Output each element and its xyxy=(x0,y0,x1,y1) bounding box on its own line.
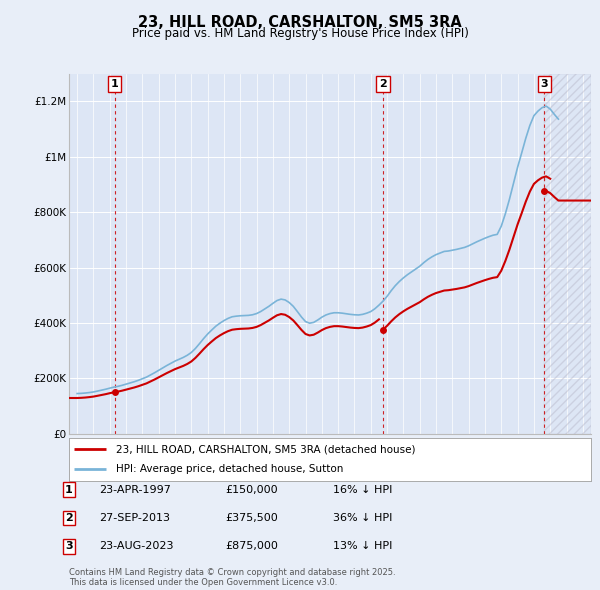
Text: £375,500: £375,500 xyxy=(225,513,278,523)
Text: Price paid vs. HM Land Registry's House Price Index (HPI): Price paid vs. HM Land Registry's House … xyxy=(131,27,469,40)
Text: 23, HILL ROAD, CARSHALTON, SM5 3RA: 23, HILL ROAD, CARSHALTON, SM5 3RA xyxy=(138,15,462,30)
Text: 23-AUG-2023: 23-AUG-2023 xyxy=(99,542,173,551)
Text: 3: 3 xyxy=(65,542,73,551)
Text: 23, HILL ROAD, CARSHALTON, SM5 3RA (detached house): 23, HILL ROAD, CARSHALTON, SM5 3RA (deta… xyxy=(116,444,415,454)
Text: 16% ↓ HPI: 16% ↓ HPI xyxy=(333,485,392,494)
Text: 27-SEP-2013: 27-SEP-2013 xyxy=(99,513,170,523)
Text: 36% ↓ HPI: 36% ↓ HPI xyxy=(333,513,392,523)
Text: 1: 1 xyxy=(111,79,119,89)
Text: 23-APR-1997: 23-APR-1997 xyxy=(99,485,171,494)
Text: £150,000: £150,000 xyxy=(225,485,278,494)
Text: 13% ↓ HPI: 13% ↓ HPI xyxy=(333,542,392,551)
Text: HPI: Average price, detached house, Sutton: HPI: Average price, detached house, Sutt… xyxy=(116,464,343,474)
Text: 1: 1 xyxy=(65,485,73,494)
Text: 3: 3 xyxy=(541,79,548,89)
Text: 2: 2 xyxy=(379,79,387,89)
Text: 2: 2 xyxy=(65,513,73,523)
Text: Contains HM Land Registry data © Crown copyright and database right 2025.
This d: Contains HM Land Registry data © Crown c… xyxy=(69,568,395,587)
Text: £875,000: £875,000 xyxy=(225,542,278,551)
